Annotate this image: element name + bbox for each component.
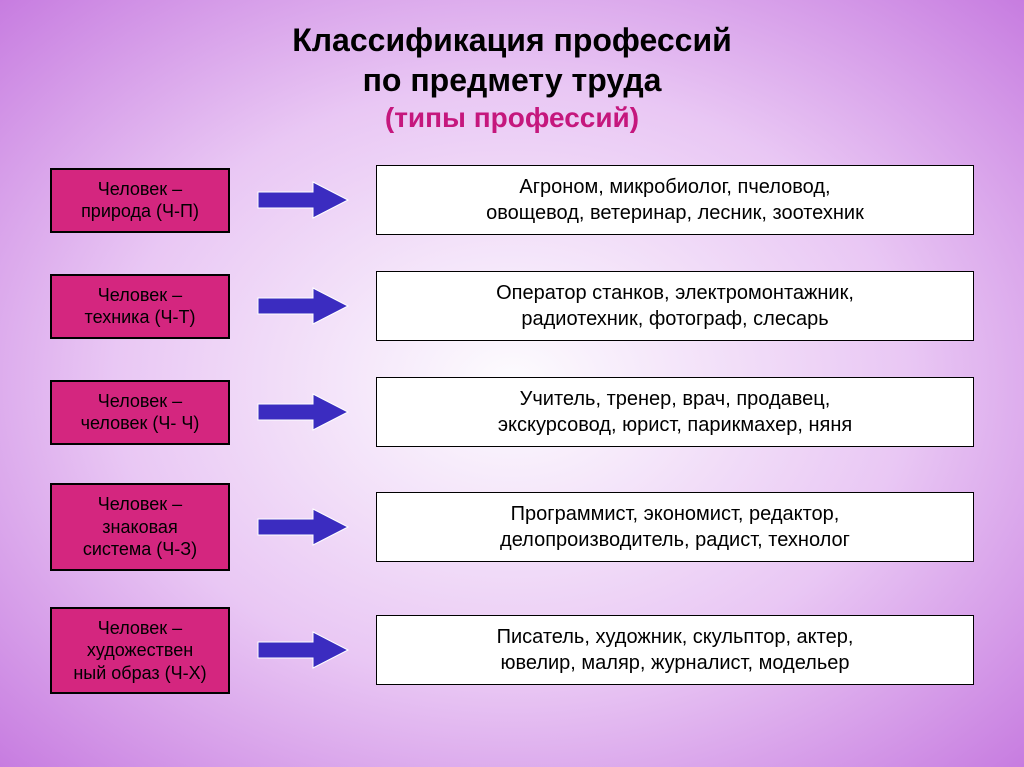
examples-text-l2: ювелир, маляр, журналист, модельер	[500, 652, 849, 674]
row-2: Человек –человек (Ч- Ч) Учитель, тренер,…	[50, 377, 974, 447]
category-text-l1: Человек –	[98, 494, 182, 514]
category-box-0: Человек –природа (Ч-П)	[50, 168, 230, 233]
row-4: Человек –художествен ный образ (Ч-Х) Писа…	[50, 607, 974, 695]
slide: Классификация профессий по предмету труд…	[0, 0, 1024, 767]
category-text-l1: Человек –	[98, 285, 182, 305]
arrow-1	[248, 286, 358, 326]
title-line1: Классификация профессий	[50, 20, 974, 60]
arrow-3	[248, 507, 358, 547]
category-text-l1: Человек –	[98, 391, 182, 411]
examples-box-3: Программист, экономист, редактор, делопр…	[376, 492, 974, 562]
arrow-2	[248, 392, 358, 432]
title-line3: (типы профессий)	[50, 100, 974, 135]
title-line2: по предмету труда	[50, 60, 974, 100]
category-text-l1: Человек –	[98, 618, 182, 638]
category-text-l1: Человек –	[98, 179, 182, 199]
category-text-l2: знаковая	[102, 517, 177, 537]
examples-text-l2: радиотехник, фотограф, слесарь	[521, 308, 828, 330]
examples-box-0: Агроном, микробиолог, пчеловод, овощевод…	[376, 165, 974, 235]
examples-text-l1: Программист, экономист, редактор,	[511, 503, 840, 525]
category-text-l2: человек (Ч- Ч)	[81, 413, 200, 433]
examples-text-l1: Оператор станков, электромонтажник,	[496, 282, 854, 304]
arrow-icon	[253, 507, 353, 547]
category-text-l2: художествен	[87, 640, 193, 660]
category-box-2: Человек –человек (Ч- Ч)	[50, 380, 230, 445]
row-0: Человек –природа (Ч-П) Агроном, микробио…	[50, 165, 974, 235]
arrow-4	[248, 630, 358, 670]
row-1: Человек –техника (Ч-Т) Оператор станков,…	[50, 271, 974, 341]
category-text-l3: ный образ (Ч-Х)	[73, 663, 206, 683]
examples-text-l1: Писатель, художник, скульптор, актер,	[497, 626, 854, 648]
examples-text-l1: Агроном, микробиолог, пчеловод,	[519, 176, 830, 198]
category-text-l2: техника (Ч-Т)	[85, 307, 196, 327]
arrow-icon	[253, 392, 353, 432]
category-box-4: Человек –художествен ный образ (Ч-Х)	[50, 607, 230, 695]
category-text-l2: природа (Ч-П)	[81, 201, 199, 221]
examples-box-2: Учитель, тренер, врач, продавец, экскурс…	[376, 377, 974, 447]
category-box-1: Человек –техника (Ч-Т)	[50, 274, 230, 339]
examples-box-1: Оператор станков, электромонтажник, ради…	[376, 271, 974, 341]
examples-text-l2: экскурсовод, юрист, парикмахер, няня	[498, 414, 852, 436]
title-block: Классификация профессий по предмету труд…	[50, 20, 974, 135]
row-3: Человек – знаковаясистема (Ч-З) Программи…	[50, 483, 974, 571]
rows-container: Человек –природа (Ч-П) Агроном, микробио…	[50, 165, 974, 694]
arrow-0	[248, 180, 358, 220]
arrow-icon	[253, 286, 353, 326]
arrow-icon	[253, 180, 353, 220]
category-text-l3: система (Ч-З)	[83, 539, 197, 559]
examples-text-l2: делопроизводитель, радист, технолог	[500, 529, 850, 551]
examples-text-l1: Учитель, тренер, врач, продавец,	[520, 388, 831, 410]
arrow-icon	[253, 630, 353, 670]
category-box-3: Человек – знаковаясистема (Ч-З)	[50, 483, 230, 571]
examples-text-l2: овощевод, ветеринар, лесник, зоотехник	[486, 202, 864, 224]
examples-box-4: Писатель, художник, скульптор, актер, юв…	[376, 615, 974, 685]
